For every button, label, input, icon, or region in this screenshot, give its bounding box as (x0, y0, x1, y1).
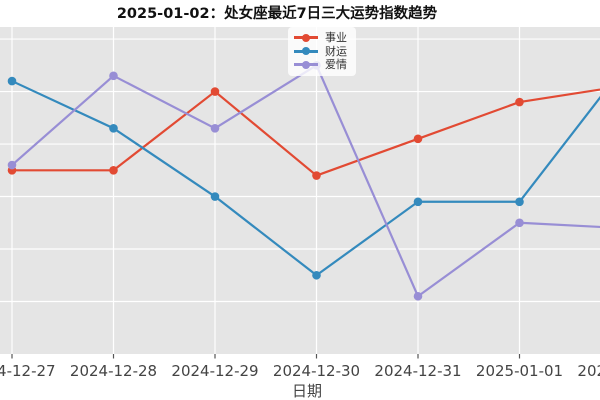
legend-item-wealth: 财运 (294, 45, 347, 59)
data-point-wealth (109, 124, 118, 133)
x-tick-label-3: 2024-12-30 (272, 362, 361, 380)
x-tick-label-5: 2025-01-01 (475, 362, 564, 380)
legend-line-marker-icon (294, 33, 318, 42)
x-tick-label-1: 2024-12-28 (69, 362, 158, 380)
data-point-wealth (515, 197, 524, 207)
x-tick-label-4: 2024-12-31 (374, 362, 462, 380)
data-point-wealth (7, 76, 17, 86)
data-point-wealth (210, 192, 220, 201)
data-point-love (109, 71, 118, 81)
legend-label-wealth: 财运 (325, 44, 347, 58)
data-point-career (312, 171, 321, 180)
data-point-wealth (413, 197, 423, 207)
x-tick-label-2: 2024-12-29 (171, 362, 259, 380)
legend-line-marker-icon (294, 47, 318, 56)
data-point-wealth (312, 270, 321, 280)
x-tick-label-0: 2024-12-27 (0, 362, 56, 380)
data-point-career (413, 134, 423, 144)
data-point-love (7, 160, 17, 170)
data-point-career (210, 87, 220, 96)
x-tick-label-6: 2025-01-02 (577, 362, 600, 380)
legend-label-career: 事业 (325, 31, 347, 45)
data-point-love (515, 218, 524, 228)
legend-line-marker-icon (294, 60, 318, 69)
legend-item-career: 事业 (294, 31, 347, 45)
legend-label-love: 爱情 (325, 58, 347, 72)
plot-background (0, 27, 600, 354)
data-point-career (109, 165, 118, 175)
x-axis-label: 日期 (291, 382, 323, 400)
chart-legend: 事业 财运 爱情 (288, 27, 356, 76)
data-point-love (210, 124, 220, 133)
legend-item-love: 爱情 (294, 58, 347, 72)
data-point-love (413, 291, 423, 301)
data-point-career (515, 97, 524, 107)
chart-title: 2025-01-02：处女座最近7日三大运势指数趋势 (116, 6, 438, 22)
